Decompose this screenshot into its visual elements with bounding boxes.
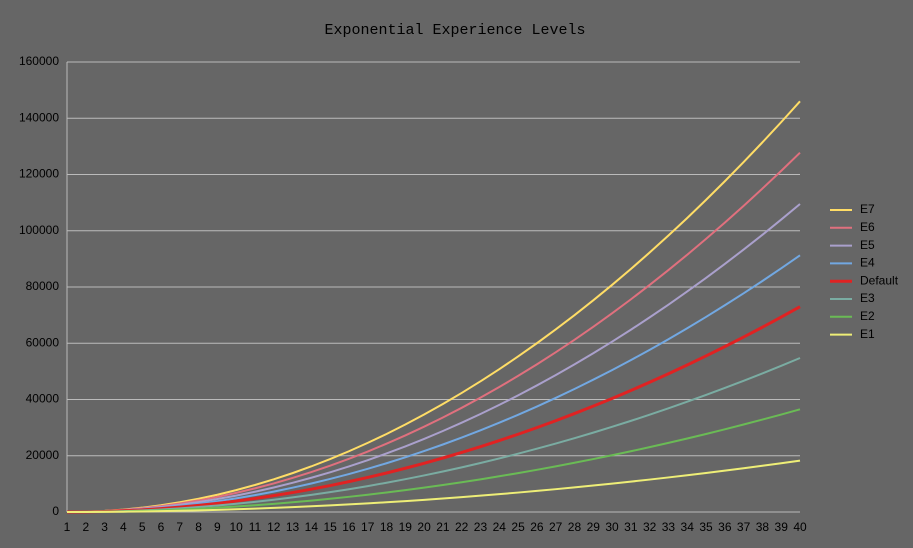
series-line	[66, 203, 801, 513]
series-line	[66, 357, 801, 513]
x-tick-label: 2	[82, 520, 89, 534]
x-tick-label: 11	[249, 520, 262, 534]
legend-label: E1	[860, 327, 875, 341]
x-tick-label: 19	[399, 520, 413, 534]
y-tick-label: 140000	[19, 110, 59, 124]
x-tick-label: 32	[643, 520, 657, 534]
chart-title: Exponential Experience Levels	[324, 22, 585, 39]
x-tick-label: 33	[662, 520, 676, 534]
series-line	[66, 459, 801, 513]
x-tick-label: 31	[624, 520, 638, 534]
x-tick-label: 30	[605, 520, 619, 534]
x-tick-label: 25	[511, 520, 525, 534]
x-tick-label: 39	[775, 520, 789, 534]
series-line	[66, 408, 801, 513]
x-tick-label: 7	[176, 520, 183, 534]
legend-label: E7	[860, 202, 875, 216]
y-tick-label: 60000	[26, 335, 60, 349]
x-tick-label: 36	[718, 520, 732, 534]
x-tick-label: 5	[139, 520, 146, 534]
x-tick-label: 23	[474, 520, 488, 534]
legend-label: E3	[860, 291, 875, 305]
x-tick-label: 40	[793, 520, 807, 534]
x-tick-label: 6	[158, 520, 165, 534]
x-tick-label: 38	[756, 520, 770, 534]
x-tick-label: 18	[380, 520, 394, 534]
x-tick-label: 16	[342, 520, 356, 534]
x-tick-label: 21	[436, 520, 450, 534]
x-tick-label: 27	[549, 520, 563, 534]
y-tick-label: 100000	[19, 223, 59, 237]
x-tick-label: 9	[214, 520, 221, 534]
x-tick-label: 34	[681, 520, 695, 534]
x-tick-label: 4	[120, 520, 127, 534]
legend-label: E5	[860, 238, 875, 252]
y-tick-label: 0	[52, 504, 59, 518]
x-tick-label: 12	[267, 520, 281, 534]
y-tick-label: 160000	[19, 54, 59, 68]
x-tick-label: 24	[493, 520, 507, 534]
y-tick-label: 80000	[26, 279, 60, 293]
x-tick-label: 17	[361, 520, 375, 534]
x-tick-label: 20	[417, 520, 431, 534]
x-tick-label: 8	[195, 520, 202, 534]
y-tick-label: 40000	[26, 392, 60, 406]
x-tick-label: 14	[305, 520, 319, 534]
x-tick-label: 29	[587, 520, 601, 534]
x-tick-label: 10	[229, 520, 243, 534]
x-tick-label: 26	[530, 520, 544, 534]
x-tick-label: 15	[323, 520, 337, 534]
y-tick-label: 120000	[19, 167, 59, 181]
series-line	[66, 151, 801, 513]
x-tick-label: 37	[737, 520, 751, 534]
series-line	[66, 305, 801, 514]
x-tick-label: 22	[455, 520, 469, 534]
x-tick-label: 13	[286, 520, 300, 534]
x-tick-label: 28	[568, 520, 582, 534]
x-tick-label: 35	[699, 520, 713, 534]
y-tick-label: 20000	[26, 448, 60, 462]
x-tick-label: 1	[64, 520, 71, 534]
legend-label: E4	[860, 256, 875, 270]
legend-label: Default	[860, 273, 899, 287]
x-tick-label: 3	[101, 520, 108, 534]
series-line	[66, 100, 801, 513]
legend-label: E6	[860, 220, 875, 234]
legend-label: E2	[860, 309, 875, 323]
